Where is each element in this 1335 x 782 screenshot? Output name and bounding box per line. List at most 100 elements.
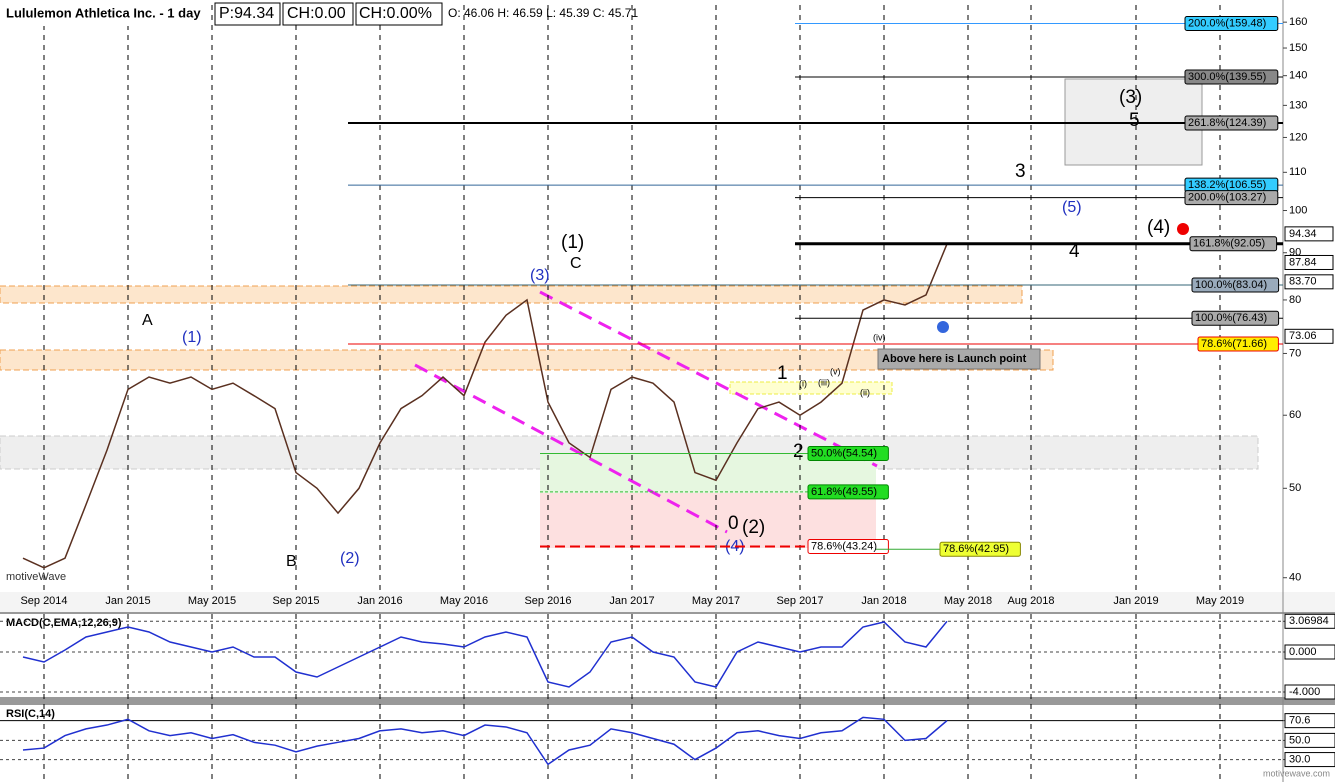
wave-label: A (142, 312, 153, 329)
x-tick-label: Sep 2014 (20, 595, 67, 607)
wave-label: 0 (728, 513, 739, 534)
header-change-pct: CH:0.00% (359, 5, 432, 22)
x-tick-label: Aug 2018 (1007, 595, 1054, 607)
watermark: motiveWave (6, 571, 66, 583)
level-label: 50.0%(54.54) (811, 447, 877, 459)
wave-label: (iii) (818, 377, 830, 387)
x-tick-label: Jan 2015 (105, 595, 150, 607)
x-tick-label: May 2018 (944, 595, 992, 607)
wave-label: 1 (777, 363, 788, 384)
wave-label: (2) (340, 550, 360, 567)
y-tick-label: 150 (1289, 42, 1307, 54)
header-change: CH:0.00 (287, 5, 346, 22)
panel-divider (0, 697, 1335, 705)
header-box (214, 2, 281, 26)
wave-label: 2 (793, 441, 804, 462)
tick-box (1284, 644, 1335, 660)
zone (0, 285, 1023, 304)
header-bg (1, 2, 211, 26)
y-tick-label: 100 (1289, 204, 1307, 216)
wave-label: (iv) (873, 332, 886, 342)
alert-icon (1177, 223, 1189, 235)
channel-line (414, 363, 728, 534)
level-label: 78.6%(42.95) (943, 543, 1009, 555)
header-title: Lululemon Athletica Inc. - 1 day (6, 5, 201, 20)
y-tick-label: 70.6 (1289, 715, 1310, 727)
x-tick-label: Jan 2017 (609, 595, 654, 607)
wave-label: (2) (742, 517, 765, 538)
wave-label: (3) (530, 267, 550, 284)
wave-label: (3) (1119, 87, 1142, 108)
level-label: 161.8%(92.05) (1193, 238, 1265, 250)
level-label-box (1191, 277, 1280, 293)
wave-label: (5) (1062, 199, 1082, 216)
wave-label: B (286, 553, 297, 570)
y-tick-label: 130 (1289, 99, 1307, 111)
header-price: P:94.34 (219, 5, 274, 22)
x-tick-label: May 2017 (692, 595, 740, 607)
date-axis (0, 592, 1335, 612)
y-tick-label: 80 (1289, 294, 1301, 306)
level-label: 61.8%(49.55) (811, 486, 877, 498)
x-tick-label: Jan 2018 (861, 595, 906, 607)
level-label-box (1184, 69, 1279, 85)
level-label: 261.8%(124.39) (1188, 117, 1266, 129)
note-box (877, 348, 1041, 370)
zone (729, 381, 893, 395)
level-label-box (807, 484, 889, 500)
level-label: 200.0%(103.27) (1188, 192, 1266, 204)
level-label-box (939, 541, 1021, 557)
level-label-box (807, 445, 889, 461)
header-box (282, 2, 354, 26)
y-tick-label: -4.000 (1289, 686, 1320, 698)
wave-label: (1) (182, 329, 202, 346)
price-marker-box (1284, 274, 1334, 290)
level-label-box (1189, 236, 1278, 252)
level-label-box (1184, 115, 1279, 131)
level-label-box (807, 539, 889, 555)
channel-line (539, 290, 878, 468)
wave-label: (ii) (860, 387, 870, 397)
level-label: 200.0%(159.48) (1188, 17, 1266, 29)
price-panel (22, 5, 1221, 592)
x-tick-label: Sep 2015 (272, 595, 319, 607)
x-tick-label: May 2016 (440, 595, 488, 607)
tick-box (1284, 684, 1335, 700)
price-marker-label: 94.34 (1289, 228, 1317, 240)
note-text: Above here is Launch point (882, 353, 1027, 365)
tick-box (1284, 732, 1335, 748)
wave-label: (4) (1147, 217, 1170, 238)
y-tick-label: 3.06984 (1289, 615, 1329, 627)
wave-label: (i) (799, 378, 807, 388)
level-label: 78.6%(71.66) (1201, 338, 1267, 350)
y-tick-label: 40 (1289, 572, 1301, 584)
indicator-line (22, 716, 948, 766)
x-tick-label: Sep 2016 (524, 595, 571, 607)
wave-label: (v) (830, 366, 841, 376)
level-label: 138.2%(106.55) (1188, 179, 1266, 191)
x-tick-label: Jan 2019 (1113, 595, 1158, 607)
y-tick-label: 70 (1289, 347, 1301, 359)
y-tick-label: 60 (1289, 409, 1301, 421)
tick-box (1284, 613, 1335, 629)
level-label-box (1184, 190, 1279, 206)
level-label-box (1191, 310, 1280, 326)
tick-box (1284, 752, 1335, 768)
y-tick-label: 140 (1289, 70, 1307, 82)
wave-label: (4) (725, 538, 745, 555)
panel-divider (0, 612, 1335, 614)
wave-label: C (570, 255, 582, 272)
level-label-box (1197, 336, 1279, 352)
price-marker-box (1284, 254, 1334, 270)
y-tick-label: 30.0 (1289, 753, 1310, 765)
price-marker-box (1284, 226, 1334, 242)
wave-label: 4 (1069, 241, 1080, 262)
price-marker-label: 87.84 (1289, 256, 1317, 268)
y-tick-label: 50.0 (1289, 734, 1310, 746)
y-tick-label: 110 (1289, 166, 1307, 178)
x-tick-label: Sep 2017 (776, 595, 823, 607)
price-marker-box (1284, 328, 1334, 344)
wave-label: (1) (561, 232, 584, 253)
watermark: motivewave.com (1263, 768, 1330, 778)
